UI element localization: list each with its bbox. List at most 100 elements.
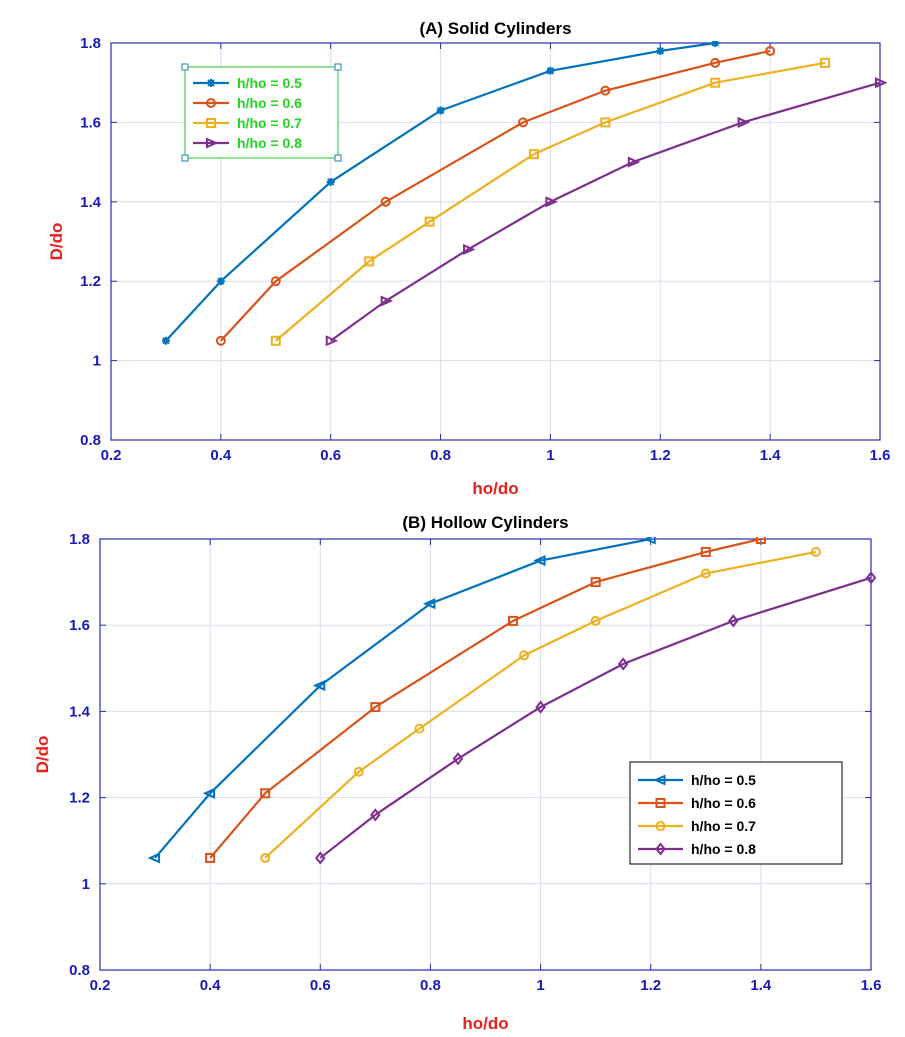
data-point <box>452 752 464 766</box>
data-point <box>414 723 425 734</box>
series-group <box>147 537 877 865</box>
x-tick-label: 0.4 <box>210 447 232 464</box>
selection-handle <box>181 63 189 71</box>
legend-entry-label: h/ho = 0.6 <box>237 95 302 111</box>
x-tick-label: 0.8 <box>430 447 451 464</box>
data-point <box>205 852 216 863</box>
x-tick-label: 0.6 <box>320 447 341 464</box>
legend-swatch-marker <box>206 137 219 149</box>
x-axis-label: ho/do <box>462 1014 508 1033</box>
data-point <box>270 276 281 287</box>
y-tick-label: 1.4 <box>69 703 91 720</box>
series-line <box>220 49 771 342</box>
x-tick-label: 0.2 <box>101 447 122 464</box>
x-tick-label: 0.2 <box>90 977 111 994</box>
data-point <box>600 117 611 128</box>
y-tick-label: 0.8 <box>80 432 101 449</box>
data-point <box>216 277 225 286</box>
data-point <box>627 156 641 168</box>
data-point <box>545 196 558 208</box>
legend: h/ho = 0.5 h/ho = 0.6 h/ho = 0.7 h/ho = 0.8 <box>181 63 342 162</box>
y-tick-label: 1.2 <box>80 273 101 290</box>
data-point <box>643 537 656 545</box>
data-point <box>202 787 216 799</box>
data-point <box>517 117 528 128</box>
y-tick-label: 1.2 <box>69 790 90 807</box>
data-point <box>711 41 720 47</box>
y-axis-label: D/do <box>33 736 52 774</box>
legend-swatch-marker <box>207 79 215 87</box>
legend-swatch-marker <box>206 98 216 108</box>
data-point <box>700 546 711 557</box>
plot-area <box>100 539 871 970</box>
data-point <box>315 851 326 865</box>
data-point <box>260 788 271 799</box>
x-tick-label: 0.4 <box>200 977 222 994</box>
selection-handle <box>181 154 189 162</box>
x-tick-label: 1.6 <box>861 977 882 994</box>
x-tick-label: 1.2 <box>650 447 671 464</box>
data-point <box>546 66 555 75</box>
y-tick-label: 1.4 <box>80 194 102 211</box>
series-line <box>319 576 872 859</box>
data-point <box>728 614 739 628</box>
data-point <box>865 571 877 585</box>
data-point <box>533 555 546 567</box>
y-axis-label: D/do <box>47 223 66 261</box>
data-point <box>617 657 629 671</box>
data-point <box>820 57 831 68</box>
legend-swatch-marker <box>655 821 666 831</box>
series-line <box>330 81 881 342</box>
chart-title: (B) Hollow Cylinders <box>402 513 568 532</box>
data-point <box>370 702 381 713</box>
legend-entry-label: h/ho = 0.5 <box>691 772 756 788</box>
panel-b-hollow-cylinders: 0.2 0.4 0.6 0.8 1 1.2 1.4 1.6 0.8 1 1.2 1.4 1.6 1.8 (B… <box>33 513 881 1033</box>
data-point <box>519 650 530 661</box>
data-point <box>508 615 519 626</box>
legend-entry-label: h/ho = 0.8 <box>691 841 756 857</box>
chart-title: (A) Solid Cylinders <box>419 19 571 38</box>
legend-swatch-marker <box>206 118 216 128</box>
legend-entry-label: h/ho = 0.5 <box>237 75 302 91</box>
panel-a-solid-cylinders: 0.2 0.4 0.6 0.8 1 1.2 1.4 1.6 0.8 1 1.2 1.4 1.6 1.8 (A… <box>47 19 890 498</box>
data-point <box>270 335 281 346</box>
data-point <box>755 537 766 544</box>
data-point <box>656 46 665 55</box>
legend-swatch-marker <box>655 798 666 808</box>
axes-box <box>99 538 872 971</box>
legend-swatch-marker <box>655 842 666 856</box>
data-point <box>422 598 436 610</box>
y-tick-label: 1 <box>82 876 90 893</box>
selection-handle <box>334 63 342 71</box>
data-point <box>325 335 339 347</box>
data-point <box>810 546 821 557</box>
data-point <box>590 615 601 626</box>
data-point <box>147 852 161 864</box>
legend-entry-label: h/ho = 0.7 <box>237 115 302 131</box>
x-tick-label: 1 <box>536 977 544 994</box>
y-tick-label: 0.8 <box>69 962 90 979</box>
y-tick-label: 1.6 <box>69 617 90 634</box>
data-point <box>765 45 776 56</box>
data-point <box>710 57 721 68</box>
series-line <box>154 537 651 859</box>
x-tick-label: 0.6 <box>310 977 331 994</box>
data-point <box>528 149 539 160</box>
data-point <box>700 568 711 579</box>
data-point <box>535 700 546 714</box>
data-point <box>436 106 445 115</box>
axes-box <box>110 42 881 441</box>
series-line <box>209 537 762 859</box>
data-point <box>590 577 601 588</box>
y-tick-label: 1.8 <box>80 35 101 52</box>
data-point <box>370 808 381 822</box>
data-point <box>260 852 271 863</box>
series-line <box>275 61 826 342</box>
data-point <box>710 77 721 88</box>
legend-entry-label: h/ho = 0.6 <box>691 795 756 811</box>
y-tick-label: 1 <box>93 353 101 370</box>
x-tick-label: 1.2 <box>640 977 661 994</box>
data-point <box>312 680 326 692</box>
series-line <box>264 550 817 859</box>
